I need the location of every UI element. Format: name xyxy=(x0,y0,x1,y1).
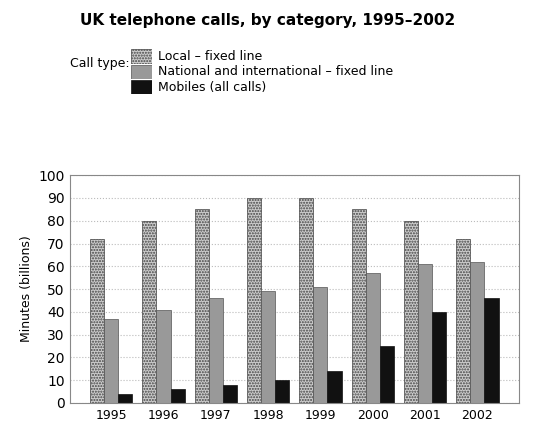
Bar xyxy=(171,389,185,403)
Bar xyxy=(327,371,341,403)
Bar xyxy=(418,264,432,403)
Bar xyxy=(118,394,132,403)
Bar xyxy=(90,239,104,403)
Bar xyxy=(195,209,209,403)
Bar xyxy=(380,346,394,403)
Bar xyxy=(223,385,237,403)
Y-axis label: Minutes (billions): Minutes (billions) xyxy=(20,236,33,343)
Bar xyxy=(484,298,499,403)
Text: National and international – fixed line: National and international – fixed line xyxy=(158,65,393,78)
Bar xyxy=(299,198,314,403)
Bar xyxy=(275,380,289,403)
Bar xyxy=(365,273,380,403)
Bar xyxy=(247,198,261,403)
Bar xyxy=(314,287,327,403)
Bar xyxy=(432,312,446,403)
Text: UK telephone calls, by category, 1995–2002: UK telephone calls, by category, 1995–20… xyxy=(80,13,455,28)
Text: Local – fixed line: Local – fixed line xyxy=(158,50,262,63)
Bar xyxy=(156,310,171,403)
Bar xyxy=(456,239,470,403)
Bar xyxy=(470,262,484,403)
Bar xyxy=(351,209,365,403)
Bar xyxy=(261,291,275,403)
Text: Call type:: Call type: xyxy=(70,57,129,70)
Bar xyxy=(404,221,418,403)
Bar xyxy=(209,298,223,403)
Bar xyxy=(142,221,156,403)
Bar xyxy=(104,319,118,403)
Text: Mobiles (all calls): Mobiles (all calls) xyxy=(158,81,266,94)
